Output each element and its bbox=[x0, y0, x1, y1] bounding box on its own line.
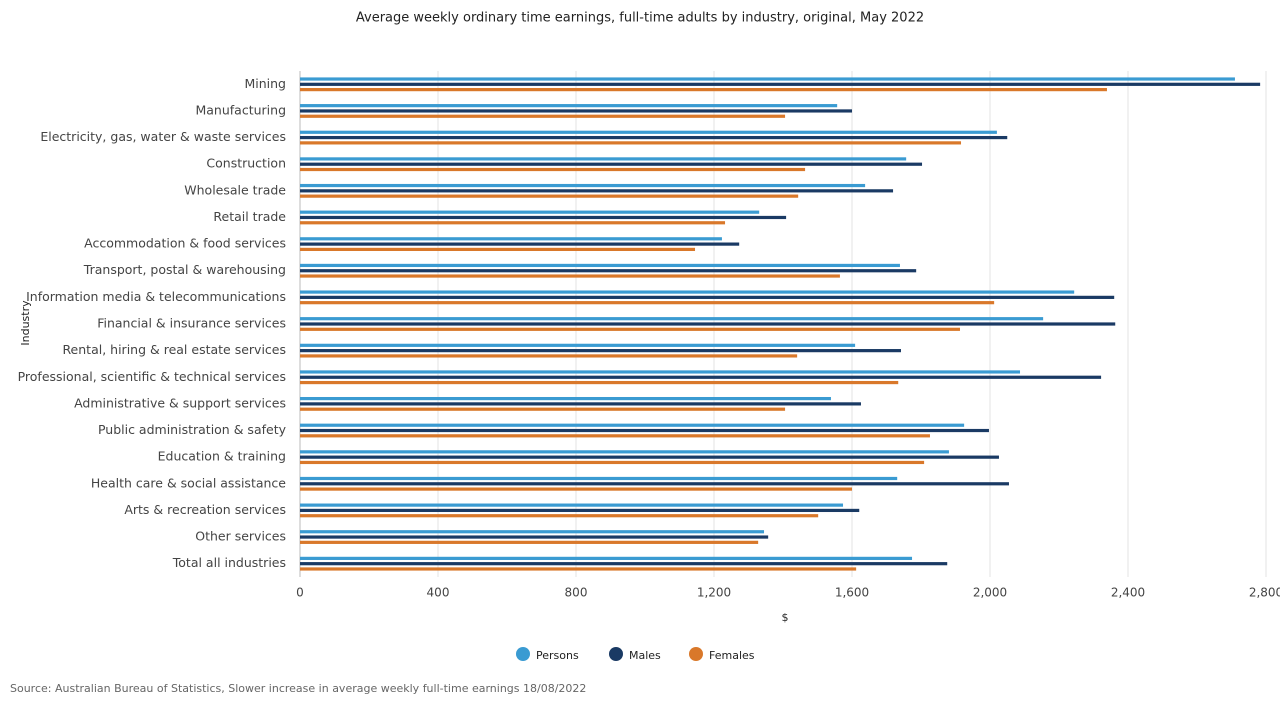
y-axis-title: Industry bbox=[19, 300, 32, 346]
bar bbox=[300, 375, 1102, 379]
bar bbox=[300, 210, 760, 214]
chart-title: Average weekly ordinary time earnings, f… bbox=[356, 11, 924, 26]
bar bbox=[300, 482, 1009, 486]
legend-marker bbox=[609, 647, 623, 661]
x-tick-label: 2,000 bbox=[973, 586, 1007, 600]
y-tick-label: Health care & social assistance bbox=[91, 475, 286, 490]
y-tick-label: Arts & recreation services bbox=[124, 502, 286, 517]
y-tick-label: Retail trade bbox=[213, 209, 286, 224]
bar bbox=[300, 370, 1021, 374]
y-tick-label: Transport, postal & warehousing bbox=[83, 262, 286, 277]
y-tick-label: Administrative & support services bbox=[74, 395, 286, 410]
y-tick-label: Mining bbox=[244, 76, 286, 91]
bar bbox=[300, 487, 852, 491]
bar bbox=[300, 514, 819, 518]
bar bbox=[300, 242, 740, 246]
bar bbox=[300, 109, 852, 113]
x-tick-label: 1,600 bbox=[835, 586, 869, 600]
x-tick-label: 400 bbox=[427, 586, 450, 600]
y-tick-label: Manufacturing bbox=[195, 102, 286, 117]
bar bbox=[300, 162, 923, 166]
bar bbox=[300, 263, 900, 268]
legend-marker bbox=[689, 647, 703, 661]
bar bbox=[300, 396, 831, 401]
bar bbox=[300, 402, 861, 406]
x-tick-label: 2,400 bbox=[1111, 586, 1145, 600]
bar bbox=[300, 274, 840, 278]
bar bbox=[300, 167, 806, 172]
bar bbox=[300, 183, 866, 188]
bar bbox=[300, 508, 860, 513]
bar bbox=[300, 349, 901, 353]
bar bbox=[300, 343, 856, 347]
legend-label: Males bbox=[629, 649, 661, 662]
bar bbox=[300, 135, 1008, 140]
x-tick-label: 800 bbox=[565, 586, 588, 600]
bar bbox=[300, 104, 838, 108]
bar bbox=[300, 556, 913, 560]
bar bbox=[300, 290, 1075, 294]
bar bbox=[300, 535, 769, 539]
bar bbox=[300, 237, 722, 241]
x-axis-title: $ bbox=[782, 611, 789, 624]
bar bbox=[300, 455, 999, 459]
x-tick-label: 2,800 bbox=[1249, 586, 1280, 600]
bar bbox=[300, 157, 907, 161]
bar bbox=[300, 428, 989, 433]
bar bbox=[300, 354, 798, 358]
y-tick-label: Construction bbox=[206, 156, 286, 171]
bar bbox=[300, 247, 696, 252]
bar bbox=[300, 567, 857, 571]
y-tick-label: Education & training bbox=[158, 449, 286, 464]
y-tick-label: Electricity, gas, water & waste services bbox=[40, 129, 286, 144]
y-tick-label: Public administration & safety bbox=[98, 422, 287, 437]
bar bbox=[300, 269, 917, 273]
y-tick-label: Rental, hiring & real estate services bbox=[62, 342, 286, 357]
bar bbox=[300, 130, 997, 134]
bar bbox=[300, 423, 965, 427]
bar bbox=[300, 194, 799, 198]
bar bbox=[300, 450, 949, 454]
source-note: Source: Australian Bureau of Statistics,… bbox=[10, 682, 586, 695]
legend-label: Females bbox=[709, 649, 755, 662]
bar bbox=[300, 215, 787, 220]
bar bbox=[300, 476, 898, 481]
x-tick-label: 1,200 bbox=[697, 586, 731, 600]
bar bbox=[300, 88, 1107, 92]
bar bbox=[300, 434, 930, 438]
bar bbox=[300, 530, 765, 534]
bar bbox=[300, 327, 960, 331]
bar bbox=[300, 141, 962, 145]
y-tick-label: Financial & insurance services bbox=[97, 316, 286, 331]
bar bbox=[300, 380, 899, 385]
legend-label: Persons bbox=[536, 649, 579, 662]
bar bbox=[300, 221, 726, 225]
bar bbox=[300, 540, 759, 544]
bar bbox=[300, 503, 844, 507]
bar bbox=[300, 317, 1044, 321]
bar bbox=[300, 322, 1116, 326]
x-tick-label: 0 bbox=[296, 586, 304, 600]
bar bbox=[300, 189, 894, 193]
y-tick-label: Accommodation & food services bbox=[84, 236, 286, 251]
y-tick-label: Information media & telecommunications bbox=[26, 289, 286, 304]
legend-marker bbox=[516, 647, 530, 661]
bar bbox=[300, 82, 1261, 86]
y-tick-label: Wholesale trade bbox=[184, 182, 286, 197]
y-tick-label: Other services bbox=[195, 529, 286, 544]
bar bbox=[300, 114, 786, 118]
bar bbox=[300, 77, 1235, 81]
bar bbox=[300, 301, 995, 305]
bar bbox=[300, 460, 925, 465]
bar bbox=[300, 407, 786, 411]
bar bbox=[300, 562, 948, 566]
bar bbox=[300, 295, 1115, 299]
y-tick-label: Professional, scientific & technical ser… bbox=[18, 369, 286, 384]
y-tick-label: Total all industries bbox=[172, 555, 286, 570]
